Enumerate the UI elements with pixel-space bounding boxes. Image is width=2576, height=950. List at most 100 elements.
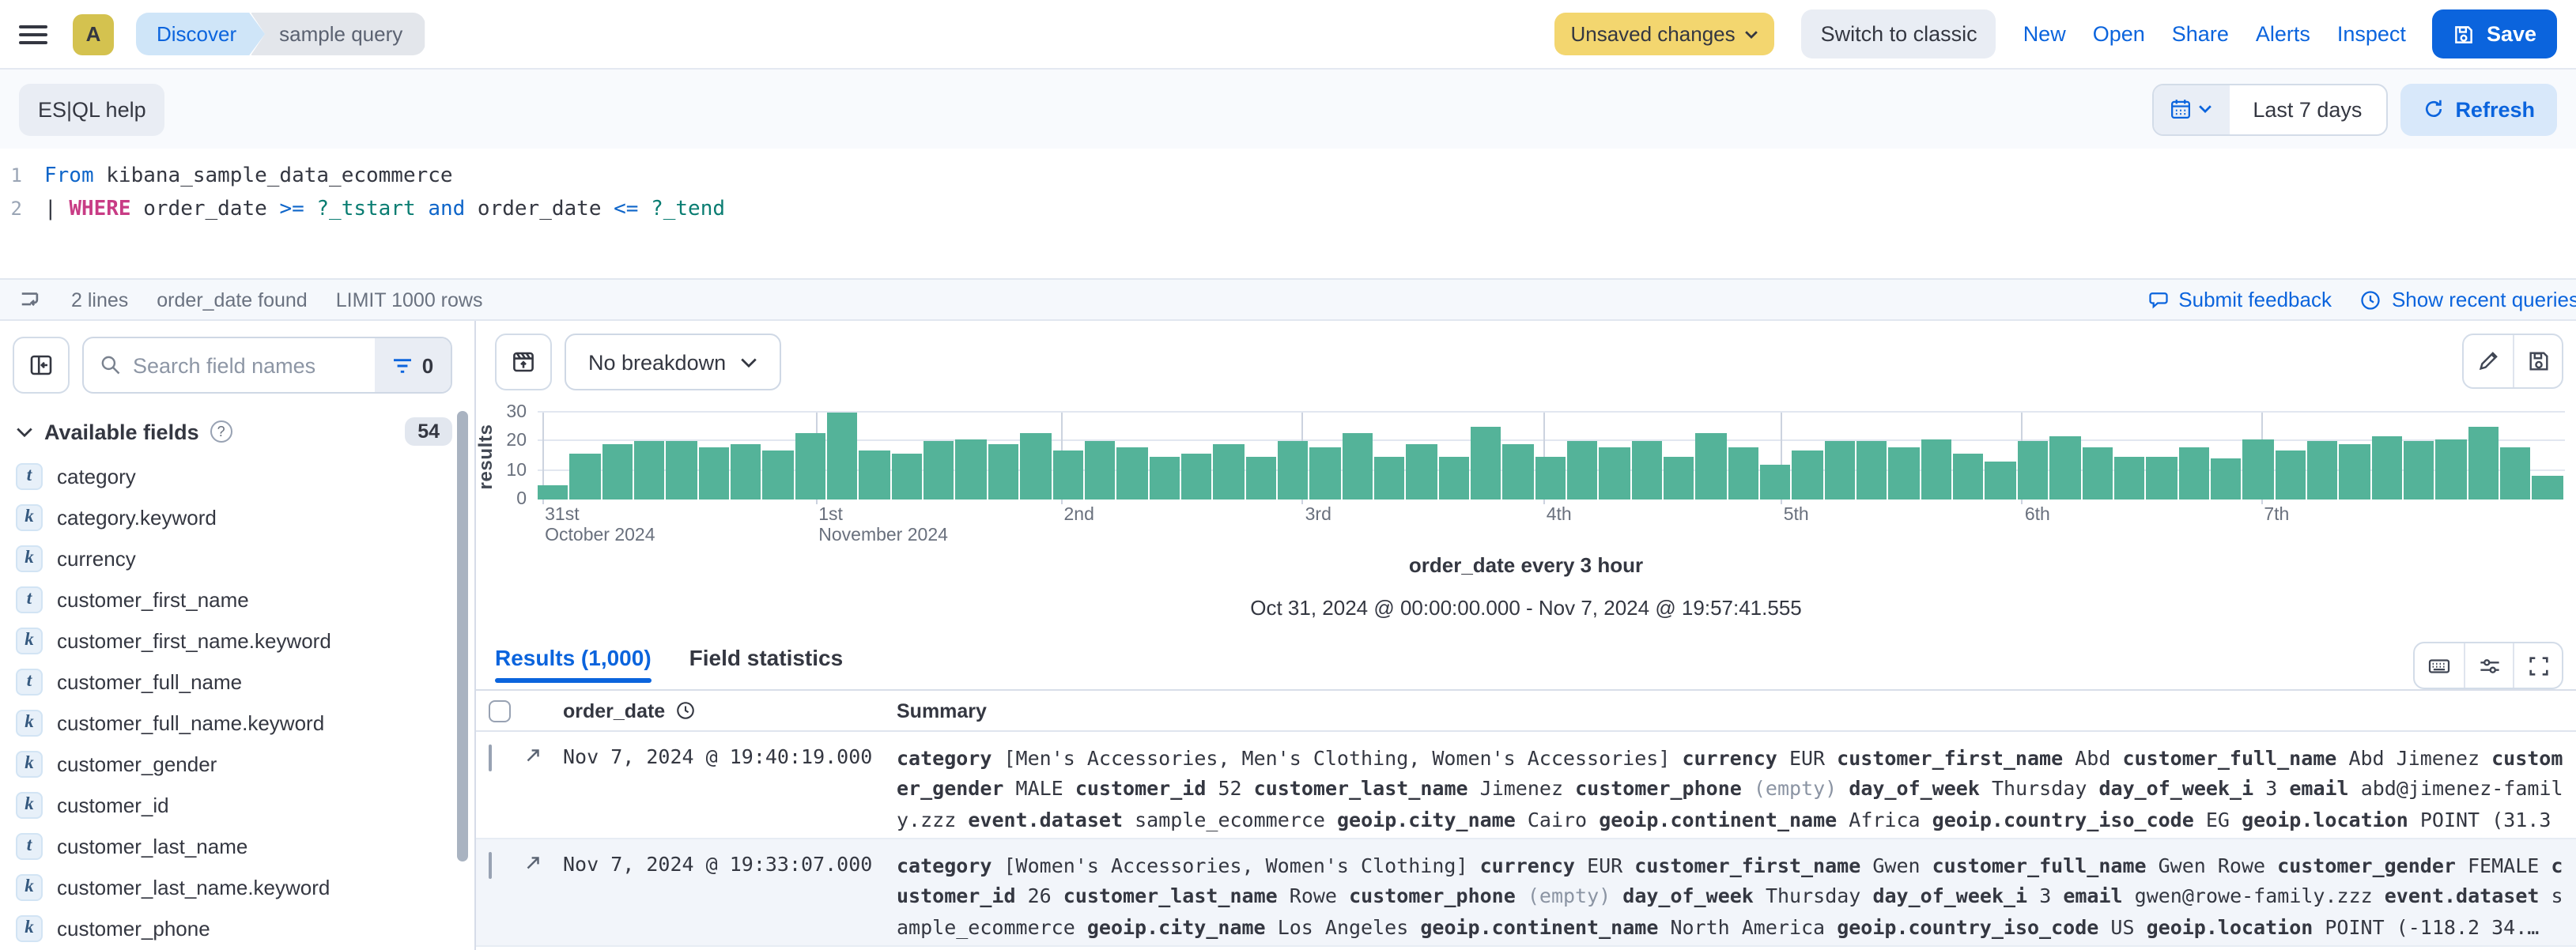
column-header-order-date[interactable]: order_date	[523, 699, 897, 722]
histogram-bar[interactable]	[1406, 444, 1437, 500]
sidebar-scrollbar[interactable]	[457, 411, 468, 861]
histogram-bar[interactable]	[1953, 453, 1984, 500]
histogram-bar[interactable]	[1792, 450, 1823, 500]
histogram-bar[interactable]	[988, 444, 1019, 500]
histogram-bar[interactable]	[1985, 462, 2016, 500]
field-item-customer_full_name.keyword[interactable]: k customer_full_name.keyword	[0, 702, 474, 743]
menu-icon[interactable]	[19, 25, 47, 43]
tab-results-[interactable]: Results (1,000)	[495, 642, 652, 689]
breakdown-selector[interactable]: No breakdown	[565, 334, 782, 390]
histogram-bar[interactable]	[1213, 444, 1245, 500]
row-checkbox[interactable]	[489, 745, 492, 771]
field-item-customer_full_name[interactable]: t customer_full_name	[0, 661, 474, 702]
histogram-bar[interactable]	[2499, 447, 2531, 500]
histogram-bar[interactable]	[1470, 427, 1501, 500]
histogram-bar[interactable]	[1438, 456, 1469, 500]
menu-link-inspect[interactable]: Inspect	[2336, 22, 2406, 46]
display-options-button[interactable]	[2464, 643, 2513, 688]
fullscreen-button[interactable]	[2513, 643, 2562, 688]
histogram-bar[interactable]	[2532, 476, 2563, 500]
keyboard-shortcuts-button[interactable]	[2415, 643, 2464, 688]
histogram-bar[interactable]	[2146, 456, 2178, 500]
field-item-customer_first_name[interactable]: t customer_first_name	[0, 579, 474, 620]
table-row[interactable]: Nov 7, 2024 @ 19:33:07.000 category [Wome…	[476, 839, 2576, 947]
histogram-bar[interactable]	[1824, 441, 1856, 500]
histogram-bar[interactable]	[1502, 444, 1534, 500]
save-button[interactable]: Save	[2432, 9, 2557, 58]
breadcrumb-discover[interactable]: Discover	[136, 13, 265, 55]
histogram-bar[interactable]	[2210, 458, 2242, 500]
histogram-bar[interactable]	[2242, 439, 2274, 500]
table-row[interactable]: Nov 7, 2024 @ 19:40:19.000 category [Men'…	[476, 732, 2576, 839]
show-recent-queries-link[interactable]: Show recent queries	[2360, 288, 2576, 311]
histogram-bar[interactable]	[538, 484, 568, 500]
histogram-bar[interactable]	[762, 450, 794, 500]
field-item-customer_id[interactable]: k customer_id	[0, 784, 474, 825]
histogram-bar[interactable]	[1888, 447, 1920, 500]
save-visualization-button[interactable]	[2513, 335, 2562, 387]
field-item-category.keyword[interactable]: k category.keyword	[0, 496, 474, 537]
histogram-bar[interactable]	[2468, 427, 2499, 500]
histogram-bar[interactable]	[1695, 432, 1727, 500]
histogram-bar[interactable]	[1535, 456, 1566, 500]
histogram-bar[interactable]	[1599, 447, 1630, 500]
histogram-bar[interactable]	[2306, 441, 2338, 500]
histogram-bar[interactable]	[1180, 453, 1212, 500]
histogram-bar[interactable]	[569, 453, 601, 500]
field-filter-button[interactable]: 0	[375, 338, 451, 392]
calendar-dropdown-button[interactable]	[2153, 85, 2230, 134]
field-item-category[interactable]: t category	[0, 455, 474, 496]
histogram-bar[interactable]	[666, 441, 697, 500]
histogram-bar[interactable]	[2371, 435, 2402, 500]
histogram-bar[interactable]	[698, 447, 730, 500]
histogram-bar[interactable]	[891, 453, 923, 500]
help-icon[interactable]: ?	[210, 420, 232, 443]
histogram-bar[interactable]	[1631, 441, 1663, 500]
histogram-bar[interactable]	[924, 441, 954, 500]
field-search-input[interactable]: Search field names 0	[82, 337, 452, 394]
field-item-currency[interactable]: k currency	[0, 537, 474, 579]
row-checkbox[interactable]	[489, 852, 492, 879]
unsaved-changes-badge[interactable]: Unsaved changes	[1554, 13, 1775, 55]
histogram-bar[interactable]	[1921, 439, 1952, 500]
time-range-button[interactable]: Last 7 days	[2253, 97, 2363, 121]
field-item-customer_first_name.keyword[interactable]: k customer_first_name.keyword	[0, 620, 474, 661]
field-item-customer_last_name.keyword[interactable]: k customer_last_name.keyword	[0, 866, 474, 907]
histogram-bar[interactable]	[1760, 465, 1791, 500]
esql-help-button[interactable]: ES|QL help	[19, 83, 165, 135]
histogram-bar[interactable]	[1309, 447, 1341, 500]
histogram-bar[interactable]	[1020, 432, 1051, 500]
edit-visualization-button[interactable]	[2464, 335, 2513, 387]
esql-editor[interactable]: 1 From kibana_sample_data_ecommerce 2 | WHE…	[0, 149, 2576, 278]
select-all-checkbox[interactable]	[489, 699, 511, 722]
field-item-customer_phone[interactable]: k customer_phone	[0, 907, 474, 948]
menu-link-alerts[interactable]: Alerts	[2255, 22, 2310, 46]
tab-field-statistics[interactable]: Field statistics	[689, 645, 844, 670]
histogram-bar[interactable]	[859, 450, 890, 500]
histogram-bar[interactable]	[1149, 456, 1180, 500]
switch-to-classic-button[interactable]: Switch to classic	[1801, 9, 1996, 58]
histogram-bar[interactable]	[634, 441, 665, 500]
histogram-bar[interactable]	[1277, 441, 1309, 500]
histogram-bar[interactable]	[1373, 456, 1405, 500]
histogram-bar[interactable]	[1245, 456, 1276, 500]
histogram-bar[interactable]	[2082, 447, 2113, 500]
histogram-bar[interactable]	[1342, 432, 1373, 500]
histogram-bar[interactable]	[602, 444, 633, 500]
histogram-bar[interactable]	[731, 444, 761, 500]
histogram-bar[interactable]	[1664, 456, 1694, 500]
refresh-button[interactable]: Refresh	[2400, 83, 2557, 135]
histogram-bar[interactable]	[1728, 447, 1759, 500]
histogram-bar[interactable]	[2275, 450, 2306, 500]
histogram-bar[interactable]	[2403, 441, 2434, 500]
field-item-customer_gender[interactable]: k customer_gender	[0, 743, 474, 784]
collapse-sidebar-button[interactable]	[13, 337, 70, 394]
space-avatar[interactable]: A	[73, 13, 114, 55]
menu-link-open[interactable]: Open	[2092, 22, 2145, 46]
editor-line[interactable]: 2 | WHERE order_date >= ?_tstart and orde…	[0, 193, 2576, 226]
histogram-bar[interactable]	[955, 439, 987, 500]
histogram-bar[interactable]	[2178, 447, 2209, 500]
histogram-plot[interactable]: results 30 20 10 0 31st October 2024 1st Novemb…	[476, 403, 2565, 545]
menu-link-new[interactable]: New	[2023, 22, 2066, 46]
histogram-bar[interactable]	[2049, 435, 2080, 500]
